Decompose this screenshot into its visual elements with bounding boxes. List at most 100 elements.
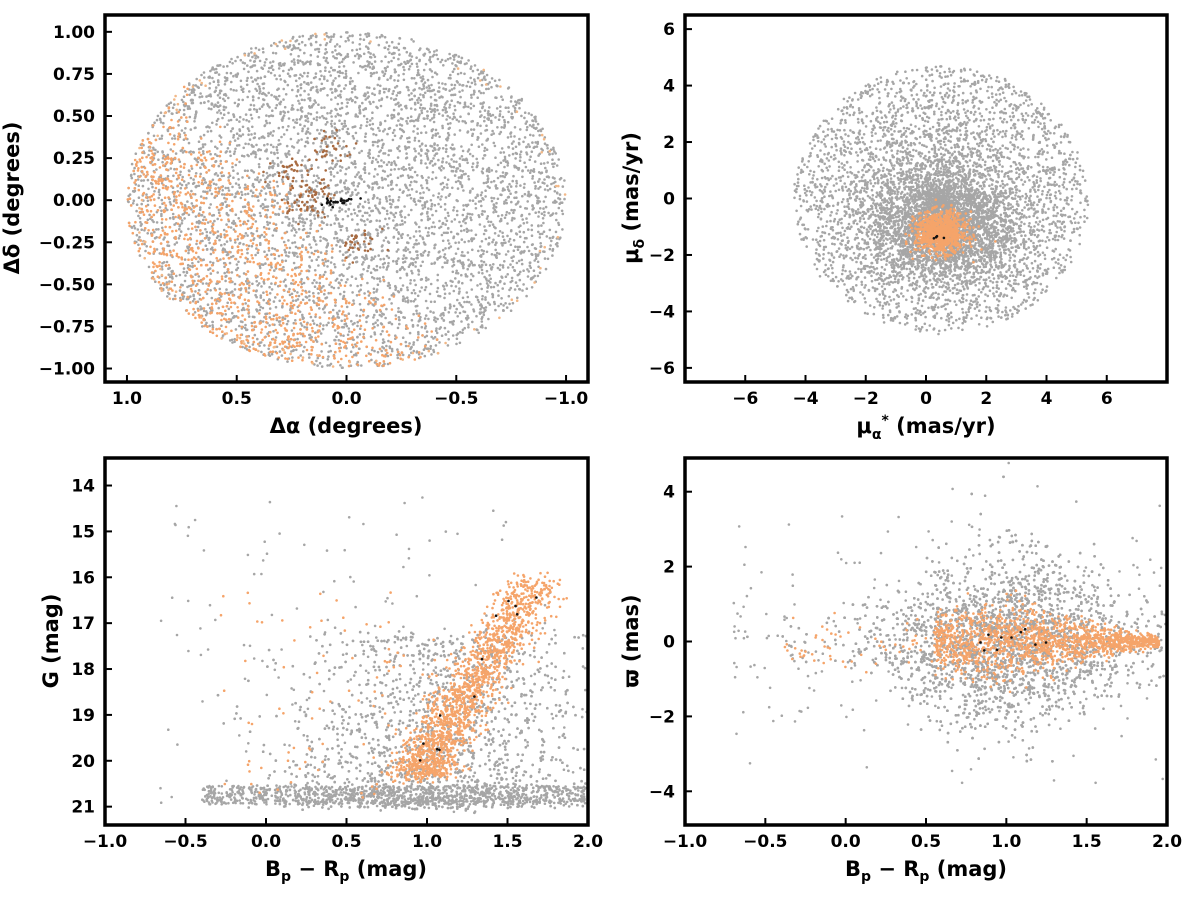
sky-field-stars-point xyxy=(441,248,445,252)
sky-field-stars-point xyxy=(202,218,205,222)
sky-field-stars-point xyxy=(216,111,219,114)
sky-field-stars-point xyxy=(334,96,337,99)
sky-field-stars-point xyxy=(340,319,344,323)
sky-field-stars-point xyxy=(382,275,385,279)
sky-field-stars-point xyxy=(173,103,176,106)
sky-field-stars-point xyxy=(242,118,245,121)
sky-field-stars-point xyxy=(232,114,236,117)
sky-field-stars-point xyxy=(301,60,304,64)
sky-field-stars-point xyxy=(302,224,305,228)
sky-field-stars-point xyxy=(441,160,444,163)
sky-field-stars-point xyxy=(420,174,424,178)
sky-field-stars-point xyxy=(514,151,518,155)
sky-field-stars-point xyxy=(340,273,344,276)
sky-field-stars-point xyxy=(390,294,394,297)
sky-field-stars-point xyxy=(334,107,337,111)
sky-field-stars-point xyxy=(284,41,288,44)
sky-field-stars-point xyxy=(436,108,439,112)
sky-field-stars-point xyxy=(194,84,198,87)
sky-field-stars-point xyxy=(391,187,395,191)
sky-field-stars-point xyxy=(194,215,198,218)
sky-field-stars-point xyxy=(503,165,506,169)
sky-field-stars-point xyxy=(460,254,463,257)
sky-field-stars-point xyxy=(406,286,409,289)
sky-field-stars-point xyxy=(247,291,250,295)
sky-field-stars-point xyxy=(434,134,438,137)
sky-field-stars-point xyxy=(535,145,539,148)
sky-field-stars-point xyxy=(399,223,402,226)
sky-field-stars-point xyxy=(271,51,275,55)
sky-field-stars-point xyxy=(293,74,297,77)
sky-field-stars-point xyxy=(408,236,412,240)
sky-field-stars-point xyxy=(274,106,278,110)
sky-field-stars-point xyxy=(133,227,137,230)
sky-field-stars-point xyxy=(496,197,500,201)
sky-field-stars-point xyxy=(524,122,528,125)
sky-field-stars-point xyxy=(405,152,408,155)
sky-field-stars-point xyxy=(372,322,375,326)
sky-field-stars-point xyxy=(470,81,474,85)
sky-field-stars-point xyxy=(208,324,211,328)
sky-field-stars-point xyxy=(392,89,395,93)
sky-field-stars-point xyxy=(217,73,221,76)
sky-field-stars-point xyxy=(262,298,266,302)
sky-field-stars-point xyxy=(429,60,433,64)
sky-field-stars-point xyxy=(477,331,481,335)
sky-field-stars-point xyxy=(436,286,440,290)
sky-field-stars-point xyxy=(289,53,293,56)
sky-field-stars-point xyxy=(487,317,490,321)
sky-field-stars-point xyxy=(376,350,380,354)
sky-field-stars-point xyxy=(436,317,439,321)
sky-field-stars-point xyxy=(500,214,504,217)
sky-field-stars-point xyxy=(452,154,455,157)
sky-field-stars-point xyxy=(347,327,351,330)
sky-field-stars-point xyxy=(187,182,190,185)
sky-field-stars-point xyxy=(292,348,296,352)
sky-field-stars-point xyxy=(267,132,270,135)
sky-field-stars-point xyxy=(255,229,259,233)
sky-field-stars-point xyxy=(389,168,393,172)
sky-field-stars-point xyxy=(347,38,350,42)
sky-field-stars-point xyxy=(206,221,210,224)
sky-field-stars-point xyxy=(465,291,469,294)
sky-field-stars-point xyxy=(466,212,470,216)
sky-field-stars-point xyxy=(457,292,461,295)
sky-field-stars-point xyxy=(412,289,416,292)
sky-field-stars-point xyxy=(322,284,325,288)
sky-field-stars-point xyxy=(241,90,245,93)
sky-field-stars-point xyxy=(358,314,362,318)
sky-field-stars-point xyxy=(184,127,187,130)
sky-field-stars-point xyxy=(319,43,322,47)
sky-field-stars-point xyxy=(282,87,286,91)
sky-field-stars-point xyxy=(268,292,272,295)
sky-field-stars-point xyxy=(266,143,269,146)
sky-field-stars-point xyxy=(456,72,460,76)
sky-field-stars-point xyxy=(375,71,379,74)
sky-field-stars-point xyxy=(287,224,291,227)
sky-field-stars-point xyxy=(467,323,470,326)
sky-field-stars-point xyxy=(247,142,250,146)
sky-field-stars-point xyxy=(386,132,389,136)
sky-field-stars-point xyxy=(183,217,186,220)
sky-field-stars-point xyxy=(300,277,303,281)
sky-field-stars-point xyxy=(558,202,561,205)
sky-field-stars-point xyxy=(160,221,164,225)
sky-field-stars-point xyxy=(410,76,414,80)
sky-field-stars-point xyxy=(372,132,375,136)
sky-field-stars-point xyxy=(488,170,491,173)
sky-field-stars-point xyxy=(536,260,540,264)
sky-field-stars-point xyxy=(551,152,554,156)
sky-field-stars-point xyxy=(416,174,419,177)
sky-field-stars-point xyxy=(483,149,486,153)
sky-field-stars-point xyxy=(344,281,348,284)
sky-field-stars-point xyxy=(303,80,306,84)
sky-field-stars-point xyxy=(265,58,268,61)
sky-field-stars-point xyxy=(378,198,382,201)
sky-field-stars-point xyxy=(516,248,520,251)
sky-field-stars-point xyxy=(291,224,294,227)
sky-field-stars-point xyxy=(313,217,317,220)
sky-field-stars-point xyxy=(356,115,360,118)
sky-field-stars-point xyxy=(462,229,466,232)
sky-field-stars-point xyxy=(463,326,467,330)
sky-field-stars-point xyxy=(280,178,284,181)
